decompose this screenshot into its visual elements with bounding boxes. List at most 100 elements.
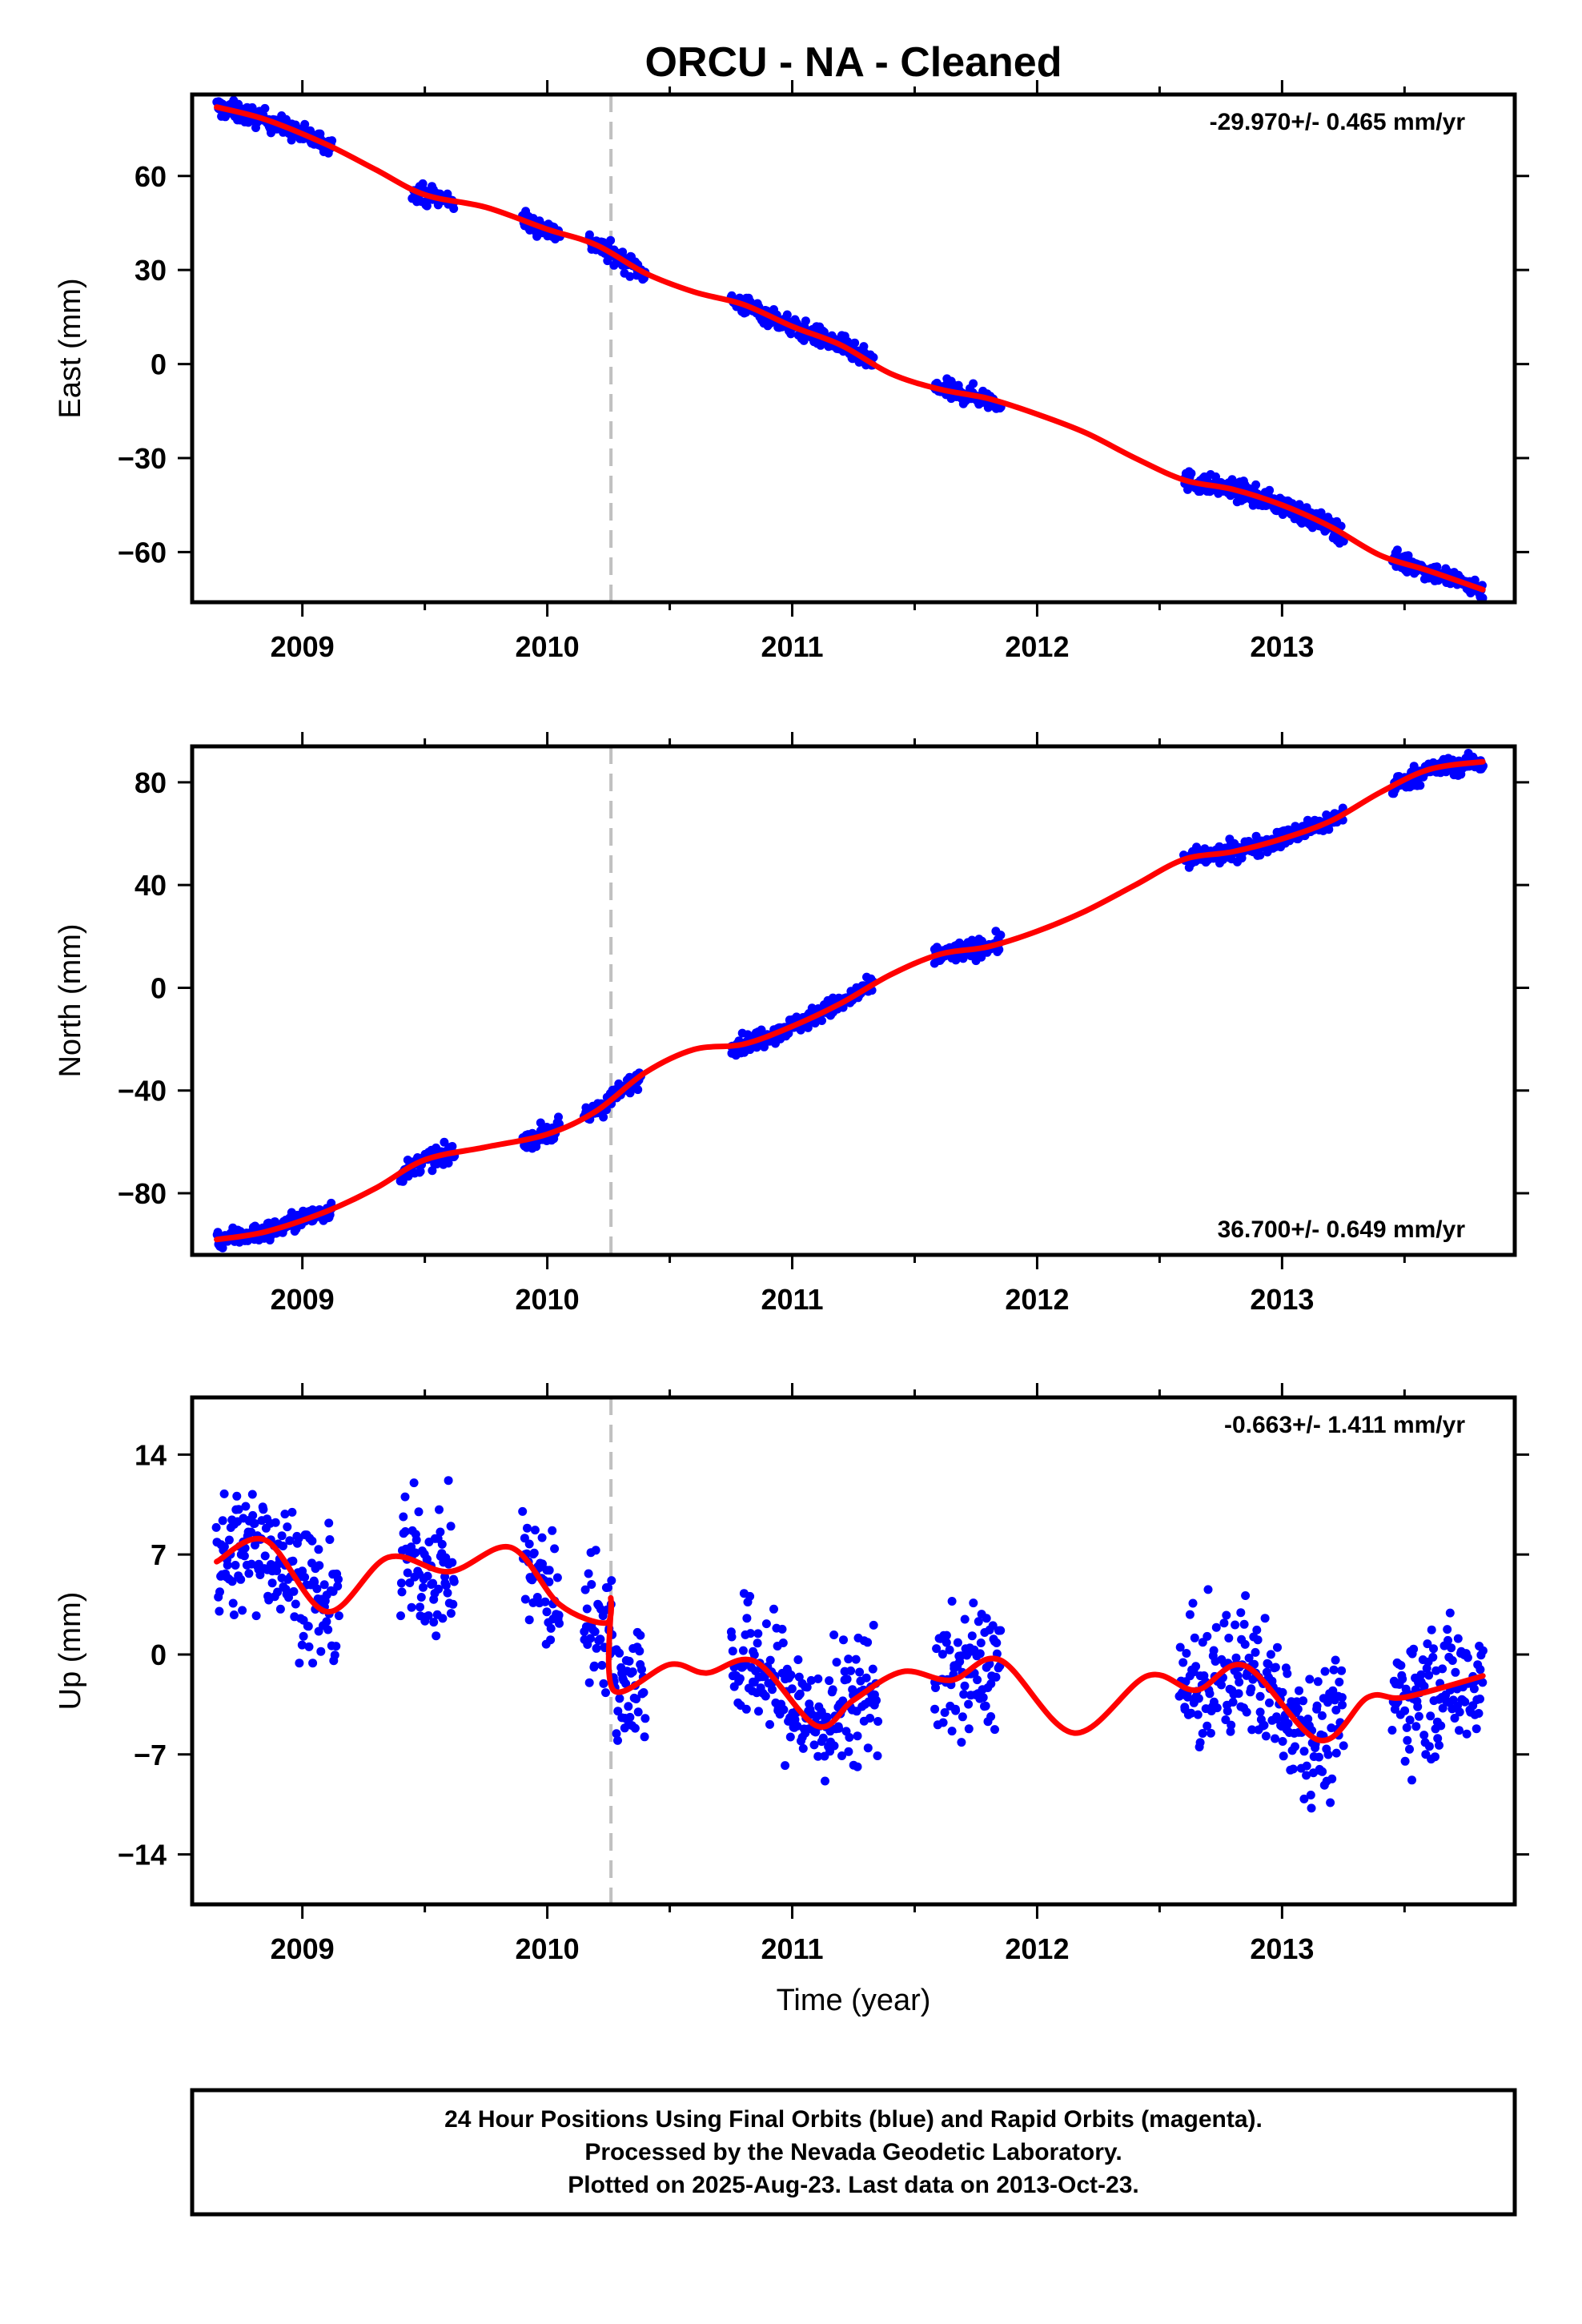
data-point [307, 1536, 317, 1546]
data-point [449, 1577, 459, 1586]
data-point [942, 1638, 951, 1647]
data-point [1283, 1669, 1292, 1679]
data-point [1419, 1731, 1429, 1740]
data-point [859, 342, 869, 352]
data-point [1283, 1719, 1293, 1728]
data-point [778, 1638, 788, 1647]
data-point [1291, 1742, 1299, 1751]
data-point [975, 1649, 985, 1659]
data-point [861, 1673, 871, 1683]
data-point [446, 1609, 456, 1618]
data-point [1337, 1666, 1347, 1675]
data-point [1302, 1761, 1311, 1771]
data-point [851, 1655, 861, 1664]
data-point [625, 271, 635, 281]
data-point [1407, 1775, 1416, 1785]
up-panel: 2009 2010 2011 2012 2013 −14 −7 0 7 14 Up (mm) Time… [54, 1383, 1529, 2017]
x-tick-label: 2010 [516, 1283, 580, 1316]
data-point [869, 1620, 878, 1630]
data-point [976, 1638, 986, 1647]
data-point [1241, 1591, 1251, 1600]
data-point [284, 1593, 293, 1602]
data-point [801, 316, 810, 326]
data-point [1435, 1740, 1443, 1750]
data-point [795, 1689, 805, 1699]
data-point [932, 1644, 942, 1654]
data-point [786, 1671, 796, 1680]
data-point [1217, 1680, 1226, 1690]
x-tick-label: 2011 [761, 1283, 823, 1316]
data-point [405, 1578, 415, 1587]
data-point [1278, 1737, 1287, 1746]
data-point [232, 1491, 242, 1501]
data-point [396, 1611, 405, 1621]
data-point [1273, 1642, 1282, 1652]
y-tick-label: 40 [135, 869, 167, 902]
data-point [1402, 1723, 1411, 1732]
data-point [1405, 1744, 1414, 1754]
data-point [1186, 468, 1196, 478]
y-tick-label: −30 [118, 442, 167, 475]
data-point [749, 1650, 759, 1659]
data-point [817, 1016, 826, 1025]
data-point [260, 1551, 270, 1561]
y-tick-label: 30 [135, 254, 167, 287]
data-point [624, 1702, 633, 1711]
data-point [964, 1724, 974, 1734]
data-point [1387, 1726, 1397, 1735]
data-point [1307, 1803, 1316, 1813]
data-point [872, 1695, 881, 1705]
data-point [1193, 1710, 1203, 1719]
data-point [1234, 1689, 1243, 1699]
data-point [982, 1614, 991, 1623]
fit-line [214, 104, 1486, 593]
data-point [978, 1693, 988, 1703]
data-point [540, 1597, 550, 1606]
data-point [803, 1023, 813, 1032]
data-point [782, 310, 792, 320]
data-point [769, 1604, 778, 1614]
data-point [1195, 1738, 1205, 1747]
data-point [542, 1607, 552, 1617]
data-point [931, 1683, 940, 1692]
data-point [615, 1648, 624, 1658]
data-point [297, 1640, 307, 1650]
data-point [300, 119, 310, 129]
data-point [1227, 1720, 1236, 1730]
data-point [1447, 1643, 1456, 1653]
y-tick-label: 80 [135, 766, 167, 799]
data-point [1443, 1635, 1452, 1645]
data-point [538, 1559, 547, 1569]
data-point [1252, 1625, 1262, 1634]
data-point [637, 1665, 646, 1675]
data-point [873, 1751, 882, 1760]
data-point [1236, 1608, 1246, 1618]
data-point [295, 1659, 304, 1668]
plot-frame [190, 1395, 1517, 1907]
data-point [1424, 1671, 1434, 1680]
data-point [765, 1719, 774, 1729]
data-point [865, 1714, 875, 1723]
data-point [1303, 815, 1312, 825]
data-point [1244, 1653, 1254, 1663]
x-tick-label: 2012 [1005, 1283, 1069, 1316]
data-point [279, 1542, 287, 1550]
data-point [334, 1574, 343, 1584]
data-point [779, 1705, 789, 1715]
data-point [953, 1638, 962, 1647]
x-axis-label: Time (year) [777, 1984, 931, 2017]
data-point [1405, 1715, 1415, 1725]
data-point [990, 1725, 999, 1735]
data-point [1253, 1635, 1263, 1645]
data-point [1188, 1598, 1198, 1608]
data-point [1279, 1751, 1288, 1761]
data-point [277, 1531, 287, 1541]
data-point [991, 1672, 1001, 1682]
data-point [248, 1510, 258, 1520]
data-point [289, 1586, 299, 1596]
data-point [251, 1611, 261, 1621]
x-tick-label: 2009 [271, 1283, 335, 1316]
data-point [992, 1638, 1002, 1647]
data-point [524, 1615, 534, 1625]
